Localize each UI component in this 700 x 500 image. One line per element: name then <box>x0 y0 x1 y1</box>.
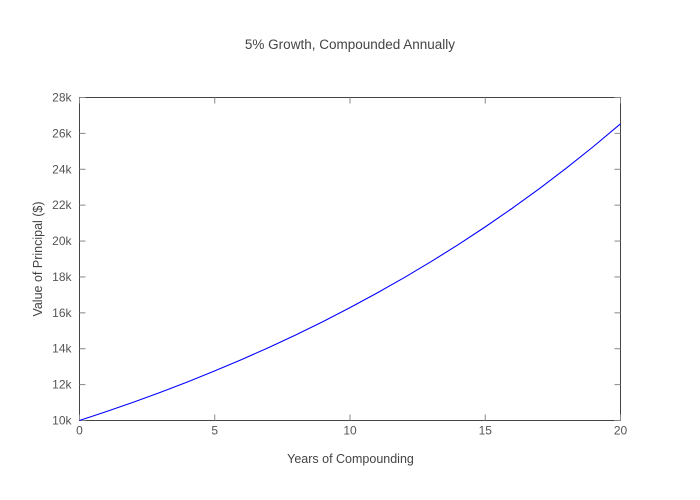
x-tick-label: 0 <box>76 424 83 438</box>
x-axis-title: Years of Compounding <box>287 452 414 466</box>
chart-title: 5% Growth, Compounded Annually <box>244 37 456 52</box>
y-tick-label: 20k <box>52 234 72 248</box>
y-tick-label: 24k <box>52 162 72 176</box>
y-tick-label: 22k <box>52 198 72 212</box>
y-axis-title: Value of Principal ($) <box>31 201 45 317</box>
x-tick-label: 15 <box>479 424 493 438</box>
x-tick-label: 5 <box>211 424 218 438</box>
growth-line <box>79 123 621 422</box>
y-tick-label: 12k <box>52 378 72 392</box>
x-tick-label: 10 <box>343 424 357 438</box>
y-tick-label: 16k <box>52 306 72 320</box>
y-tick-label: 10k <box>52 414 72 428</box>
y-tick-label: 18k <box>52 270 72 284</box>
y-tick-label: 26k <box>52 126 72 140</box>
plot-border <box>79 97 621 421</box>
y-tick-label: 28k <box>52 91 72 105</box>
x-tick-label: 20 <box>614 424 628 438</box>
y-tick-label: 14k <box>52 342 72 356</box>
